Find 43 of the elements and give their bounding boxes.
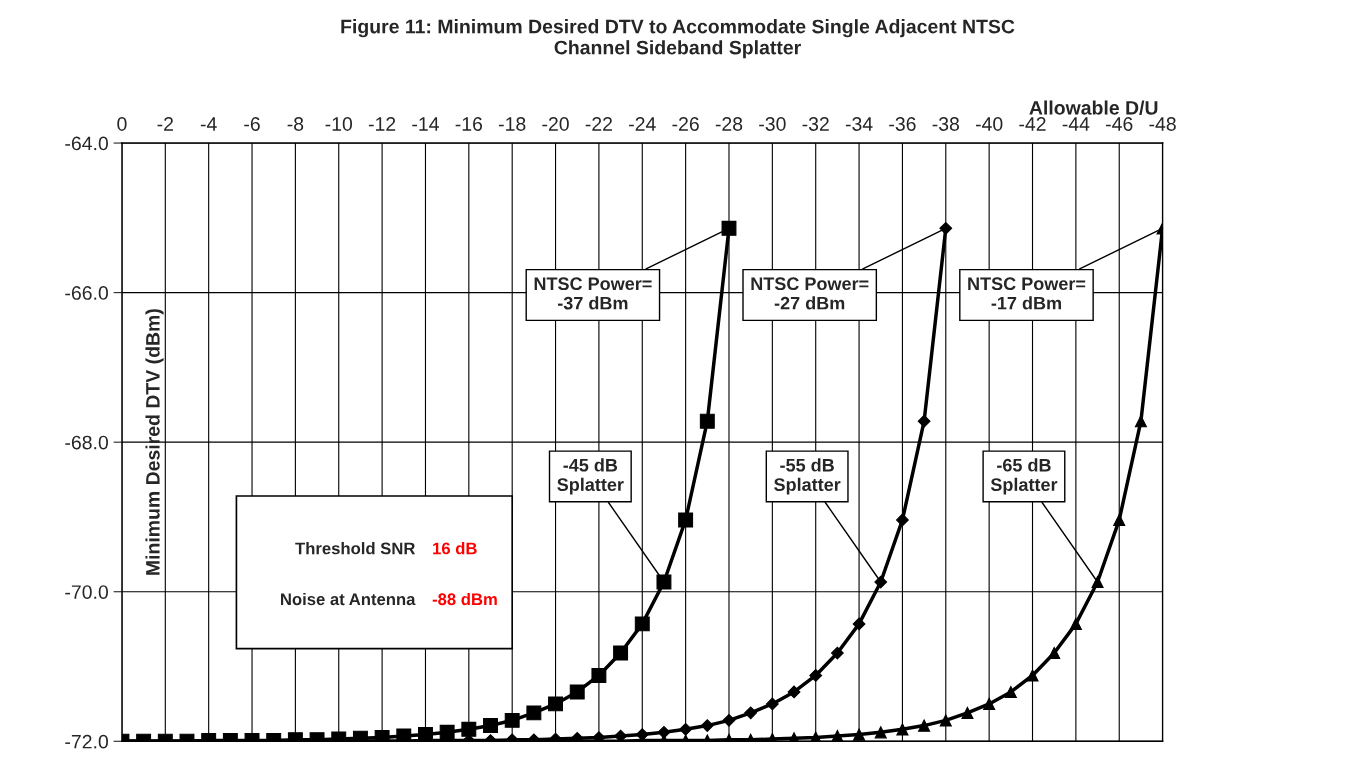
x-tick-label: -12 <box>368 117 396 131</box>
x-tick-label: -26 <box>672 117 699 131</box>
x-tick-label: -40 <box>975 117 1003 131</box>
x-tick-label: -24 <box>629 117 656 131</box>
x-tick-label: -46 <box>1106 117 1133 131</box>
x-tick-label: -48 <box>1149 117 1176 131</box>
x-tick-label: -42 <box>1019 117 1046 131</box>
x-tick-label: -18 <box>499 117 526 131</box>
x-axis-title: Allowable D/U <box>1029 100 1158 115</box>
x-tick-label: -30 <box>759 117 786 131</box>
x-tick-label: -16 <box>455 117 483 131</box>
annotation: -55 dB Splatter <box>774 458 841 495</box>
y-tick-label: -68.0 <box>65 435 108 450</box>
y-axis-title: Minimum Desired DTV (dBm) <box>145 309 164 575</box>
y-tick-label: -64.0 <box>65 136 108 151</box>
x-tick-label: -20 <box>542 117 569 131</box>
x-tick-label: -2 <box>157 117 173 131</box>
annotation: Threshold SNR <box>295 542 416 555</box>
annotation: Noise at Antenna <box>281 592 416 606</box>
annotation: -45 dB Splatter <box>557 458 624 495</box>
annotation: -65 dB Splatter <box>990 458 1058 495</box>
y-tick-label: -70.0 <box>65 585 108 599</box>
annotation: -88 dBm <box>432 592 497 606</box>
x-tick-label: -8 <box>287 117 304 131</box>
x-tick-label: -10 <box>325 117 353 131</box>
annotation: NTSC Power= -17 dBm <box>968 277 1086 310</box>
annotation: 16 dB <box>433 542 477 555</box>
x-tick-label: -44 <box>1062 117 1090 131</box>
y-tick-label: -72.0 <box>65 734 108 749</box>
x-tick-label: -32 <box>802 117 829 131</box>
x-tick-label: -28 <box>715 117 743 131</box>
x-tick-label: -36 <box>889 117 916 131</box>
chart-title: Figure 11: Minimum Desired DTV to Accommodate Single Adjacent NTSC Channel Sideband Splatter <box>341 19 1015 59</box>
x-tick-label: -38 <box>932 117 959 131</box>
x-tick-label: -34 <box>845 117 873 131</box>
x-tick-label: -4 <box>200 117 217 131</box>
annotation: NTSC Power= -27 dBm <box>751 277 869 310</box>
y-tick-label: -66.0 <box>65 286 108 300</box>
x-tick-label: -22 <box>585 117 612 131</box>
x-tick-label: -14 <box>412 117 439 131</box>
x-tick-label: -6 <box>244 117 260 131</box>
annotation: NTSC Power= -37 dBm <box>534 277 652 310</box>
x-tick-label: 0 <box>117 117 127 131</box>
